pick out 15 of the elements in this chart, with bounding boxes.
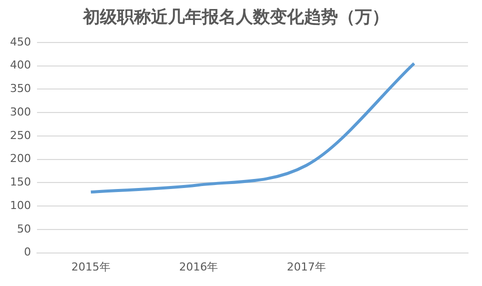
y-tick-label: 450 [10, 35, 31, 48]
y-tick-label: 300 [10, 105, 31, 118]
y-tick-label: 0 [24, 246, 31, 259]
x-tick-label: 2017年 [286, 260, 326, 274]
y-tick-label: 150 [10, 176, 31, 189]
y-tick-label: 250 [10, 128, 31, 142]
y-tick-label: 100 [10, 198, 31, 212]
y-tick-label: 350 [10, 82, 31, 96]
y-tick-label: 400 [10, 58, 31, 72]
y-tick-label: 200 [10, 152, 31, 166]
chart-title: 初级职称近几年报名人数变化趋势（万） [82, 8, 389, 28]
x-tick-label: 2016年 [179, 260, 218, 274]
x-tick-label: 2015年 [71, 260, 110, 274]
line-series [89, 62, 416, 194]
y-tick-label: 50 [16, 222, 31, 236]
